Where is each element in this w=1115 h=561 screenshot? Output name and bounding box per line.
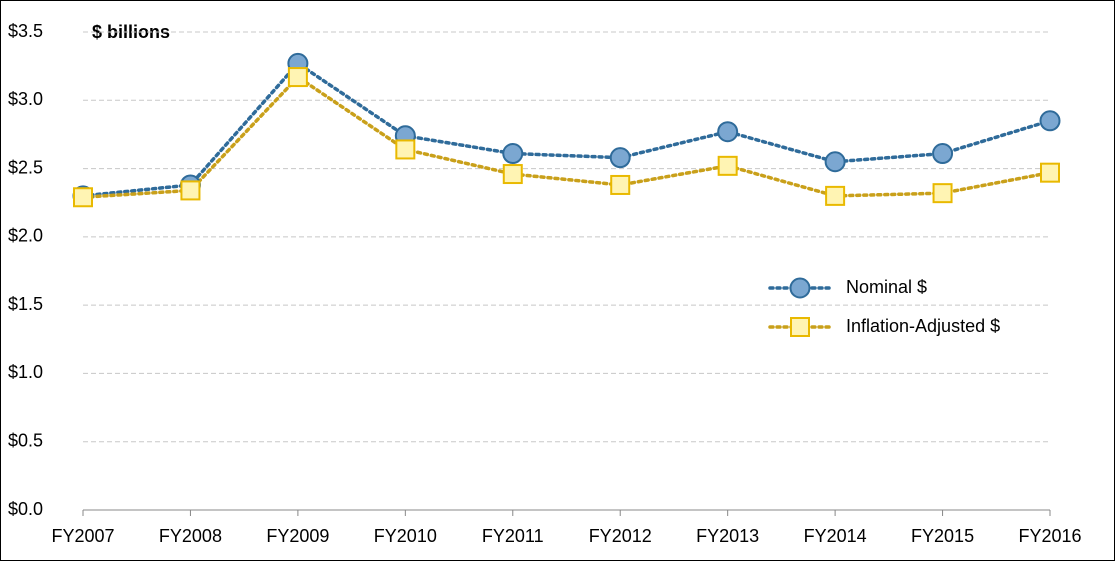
legend-label: Nominal $	[846, 277, 927, 297]
x-tick-label: FY2012	[589, 526, 652, 546]
x-tick-label: FY2013	[696, 526, 759, 546]
y-tick-label: $2.5	[8, 157, 43, 177]
data-point	[717, 121, 739, 143]
data-point	[610, 174, 631, 195]
x-tick-label: FY2010	[374, 526, 437, 546]
data-point	[1040, 162, 1060, 183]
x-tick-label: FY2007	[51, 526, 114, 546]
y-tick-label: $1.0	[8, 362, 43, 382]
y-tick-label: $0.0	[8, 499, 43, 519]
series-line	[81, 61, 1052, 198]
x-tick-label: FY2009	[266, 526, 329, 546]
x-tick-label: FY2016	[1018, 526, 1081, 546]
legend-marker	[789, 277, 811, 299]
data-point	[73, 187, 93, 208]
data-point	[932, 143, 954, 165]
data-point	[1039, 110, 1061, 132]
y-tick-label: $3.5	[8, 21, 43, 41]
data-point	[717, 155, 738, 176]
data-point	[824, 151, 846, 173]
y-tick-label: $2.0	[8, 226, 43, 246]
legend-label: Inflation-Adjusted $	[846, 316, 1000, 336]
x-tick-label: FY2014	[804, 526, 867, 546]
data-point	[609, 147, 631, 169]
x-tick-label: FY2015	[911, 526, 974, 546]
y-tick-label: $3.0	[8, 89, 43, 109]
legend-marker	[790, 317, 810, 337]
data-point	[180, 180, 201, 201]
data-point	[502, 164, 523, 185]
x-tick-label: FY2011	[482, 526, 544, 546]
data-point	[825, 185, 846, 206]
data-point	[932, 183, 953, 204]
y-tick-label: $1.5	[8, 294, 43, 314]
x-tick-label: FY2008	[159, 526, 222, 546]
data-point	[395, 139, 416, 160]
series-line	[81, 74, 1052, 200]
data-point	[502, 143, 524, 165]
data-point	[287, 67, 308, 88]
y-tick-label: $0.5	[8, 430, 43, 450]
